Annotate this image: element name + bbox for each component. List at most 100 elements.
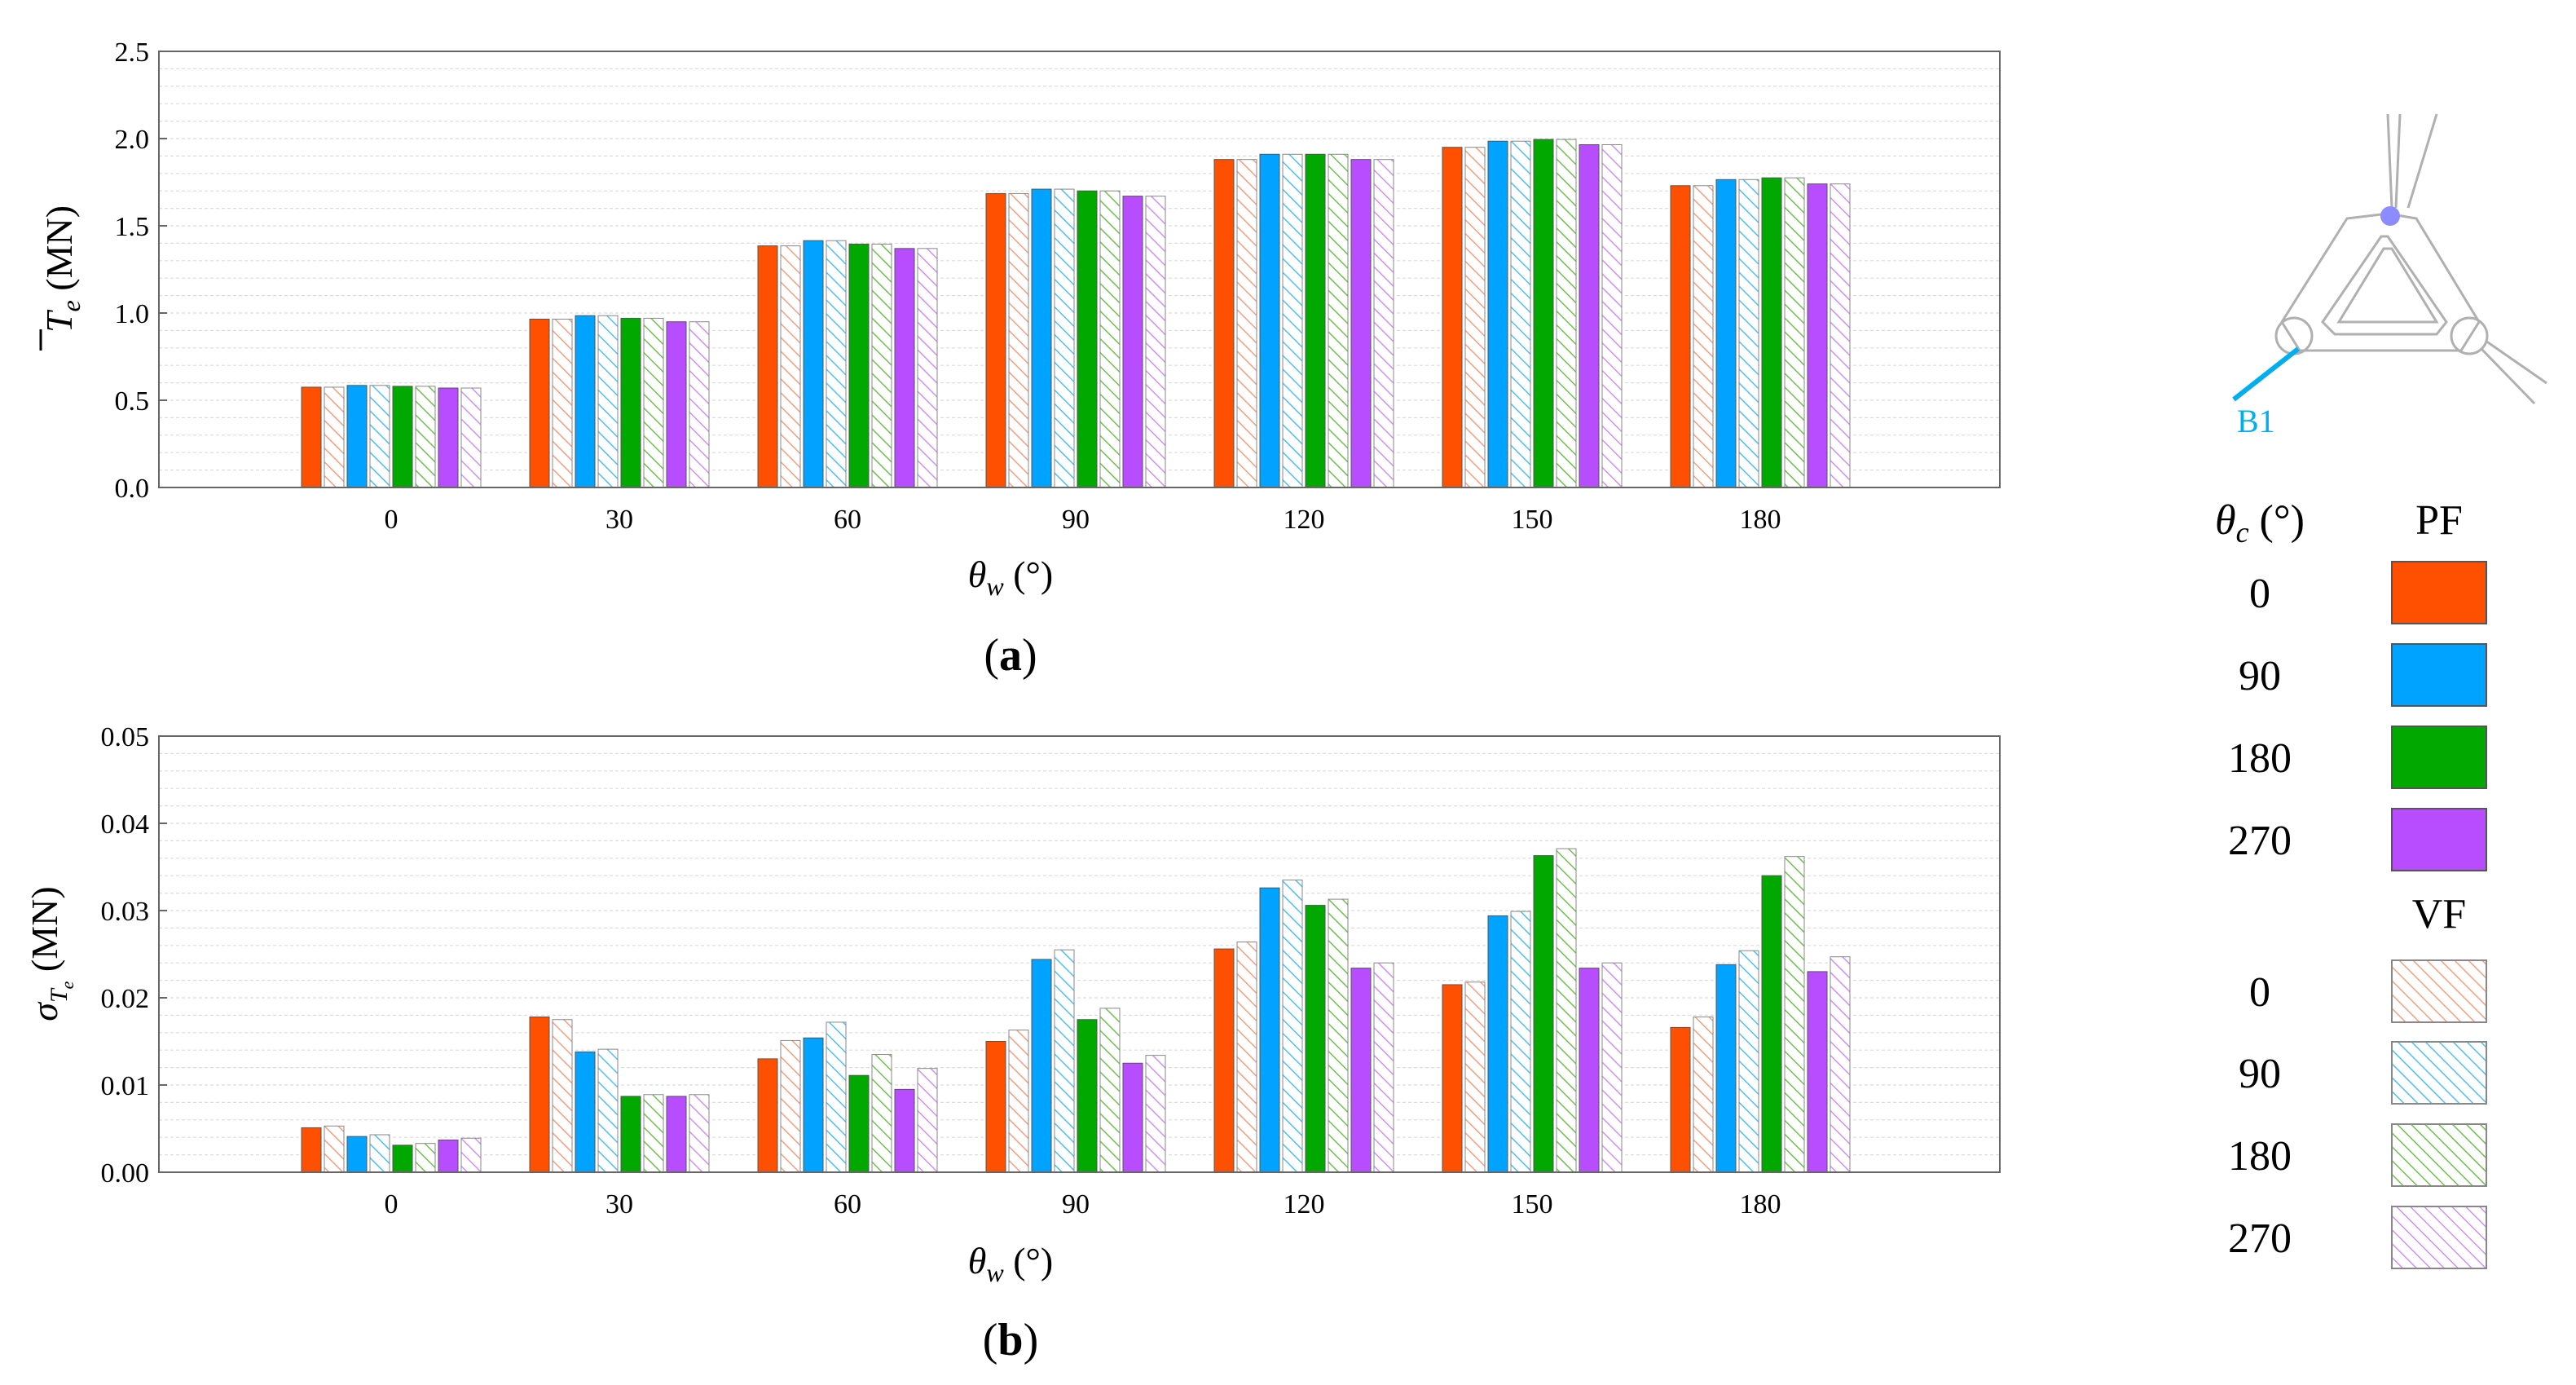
chart-b-bar (1556, 848, 1577, 1173)
chart-b-bar (1601, 962, 1623, 1173)
chart-a-bar (1054, 188, 1075, 488)
chart-a-bar (1464, 147, 1486, 488)
legend-pf-label: 90 (2239, 653, 2281, 699)
chart-a-xlabel: θw (°) (968, 554, 1054, 601)
legend-pf-swatch (2391, 643, 2487, 707)
node-marker (2380, 206, 2400, 226)
legend-pf-swatch (2391, 726, 2487, 789)
chart-b-bar (1442, 984, 1463, 1173)
legend-vf-label: 270 (2228, 1215, 2292, 1262)
chart-a-bar (346, 385, 368, 488)
chart-b-xtick-label: 180 (1740, 1189, 1781, 1220)
chart-b-bar (552, 1019, 573, 1173)
chart-a-bar (1328, 153, 1349, 488)
chart-a-xtick-label: 120 (1284, 505, 1325, 535)
legend: θc (°) PF VF 0 0 90 90 180 180 270 270 (2215, 497, 2487, 1269)
chart-b-bar (894, 1088, 915, 1173)
legend-theta-c-title: θc (°) (2215, 497, 2305, 549)
chart-a: 0.0 0.5 1.0 1.5 2.0 2.5 0 30 60 90 120 150 180 θw (… (38, 37, 2001, 681)
legend-pf-label: 270 (2228, 818, 2292, 864)
chart-a-bar (1213, 159, 1235, 488)
chart-a-bar (1533, 139, 1554, 488)
chart-a-bar (1305, 153, 1326, 488)
chart-b-bar (460, 1137, 482, 1173)
chart-b-bar (1282, 880, 1303, 1173)
chart-a-bar (1510, 140, 1531, 488)
chart-b-xtick-label: 150 (1512, 1189, 1553, 1220)
chart-b: 0.00 0.01 0.02 0.03 0.04 0.05 0 30 60 90 120 150 18… (24, 722, 2001, 1365)
chart-a-bar (1784, 177, 1805, 488)
chart-b-ytick-label: 0.05 (101, 722, 150, 752)
chart-a-frame (158, 51, 2001, 488)
legend-pf-swatch (2391, 808, 2487, 871)
chart-b-bar (1305, 905, 1326, 1173)
chart-b-bar (871, 1054, 892, 1173)
chart-a-bar (803, 240, 824, 488)
chart-a-bar (1099, 190, 1121, 488)
chart-b-bar (917, 1068, 938, 1173)
chart-a-xtick-label: 180 (1740, 505, 1781, 535)
chart-b-bar (1145, 1055, 1166, 1173)
legend-vf-swatch (2391, 959, 2487, 1023)
chart-b-bar (1259, 887, 1280, 1173)
chart-a-ytick-label: 0.5 (115, 386, 150, 417)
chart-a-xtick-label: 150 (1512, 505, 1553, 535)
chart-b-bar (1533, 855, 1554, 1173)
chart-a-ytick-label: 1.0 (115, 299, 150, 329)
chart-a-bar (1693, 185, 1714, 488)
chart-a-bar (1373, 159, 1394, 488)
chart-b-bar (597, 1048, 619, 1173)
chart-a-bar (985, 192, 1006, 488)
chart-a-bar (1556, 139, 1577, 488)
chart-a-bar (1715, 179, 1737, 488)
legend-pf-label: 0 (2249, 571, 2270, 617)
chart-a-bar (1487, 140, 1508, 488)
chart-b-bar (438, 1139, 459, 1173)
chart-b-bar (780, 1039, 801, 1173)
legend-vf-label: 180 (2228, 1133, 2292, 1180)
chart-a-bar (1122, 196, 1143, 488)
chart-b-bar (575, 1051, 596, 1173)
chart-a-xtick-label: 0 (385, 505, 399, 535)
chart-a-bar (301, 386, 322, 488)
chart-b-xtick-label: 120 (1284, 1189, 1325, 1220)
chart-b-ytick-label: 0.00 (101, 1158, 150, 1189)
chart-b-bar (666, 1096, 687, 1173)
chart-a-panel-label: (a) (984, 630, 1037, 681)
chart-a-bar (643, 317, 664, 488)
chart-b-bar (1464, 981, 1486, 1173)
chart-b-bar (1693, 1017, 1714, 1173)
chart-a-bar (1145, 196, 1166, 488)
chart-a-ylabel: Te (MN) (38, 205, 86, 333)
legend-pf-label: 180 (2228, 735, 2292, 782)
chart-b-ytick-label: 0.01 (101, 1071, 150, 1101)
chart-b-bar (826, 1021, 847, 1173)
chart-a-bar (575, 315, 596, 488)
chart-b-bar (620, 1096, 641, 1173)
chart-b-panel-label: (b) (983, 1315, 1038, 1365)
chart-a-xtick-label: 30 (605, 505, 633, 535)
chart-b-bar (1579, 968, 1600, 1173)
chart-b-bar (1054, 949, 1075, 1173)
chart-a-bar (1601, 143, 1623, 488)
chart-a-ytick-label: 2.0 (115, 125, 150, 155)
legend-vf-swatch (2391, 1206, 2487, 1269)
chart-b-frame (158, 735, 2001, 1173)
chart-a-bar (1236, 159, 1257, 488)
chart-a-bar (780, 245, 801, 488)
chart-a-bar (324, 386, 345, 488)
chart-b-bar (1328, 898, 1349, 1173)
chart-b-bar (689, 1094, 710, 1173)
chart-b-bar (346, 1136, 368, 1173)
structure-schematic: B1 (2232, 113, 2547, 439)
chart-a-bar (1282, 153, 1303, 488)
chart-b-bar (1213, 948, 1235, 1173)
chart-b-bar (1236, 942, 1257, 1173)
chart-a-bar (1807, 183, 1828, 488)
chart-b-ytick-label: 0.02 (101, 984, 150, 1014)
chart-b-ytick-label: 0.03 (101, 897, 150, 927)
chart-b-bar (1670, 1026, 1691, 1173)
chart-a-bar (415, 386, 436, 488)
chart-b-bar (1008, 1030, 1029, 1173)
chart-a-bar (438, 387, 459, 488)
